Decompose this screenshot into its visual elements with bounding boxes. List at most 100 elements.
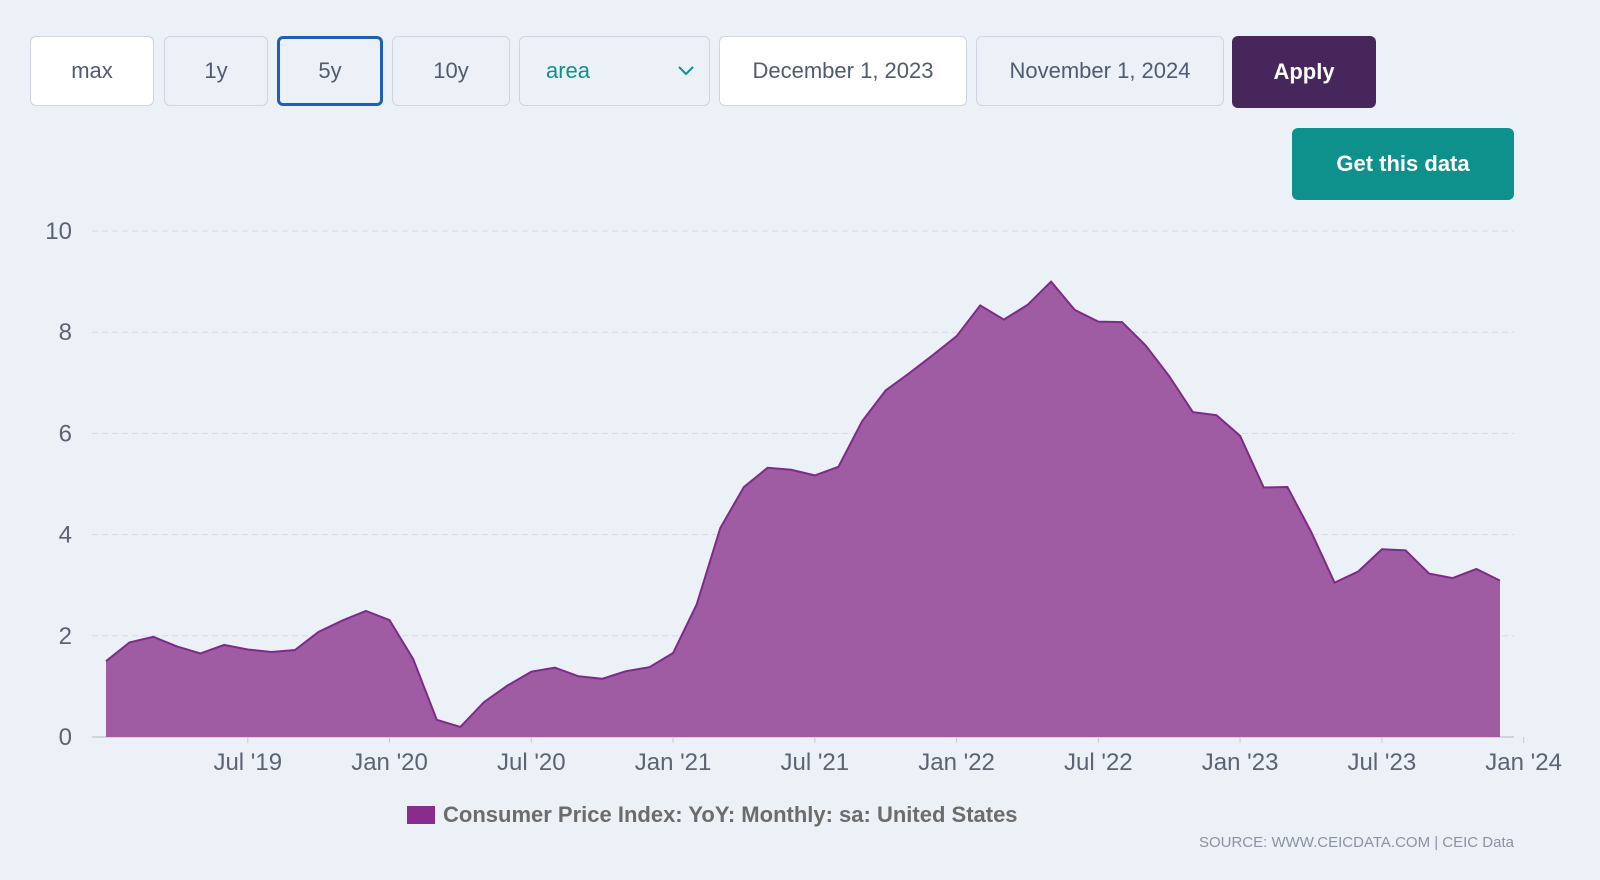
data-point bbox=[507, 685, 508, 686]
data-point bbox=[956, 336, 957, 337]
data-point bbox=[625, 671, 626, 672]
x-tick-label: Jan '20 bbox=[351, 749, 428, 776]
legend-label: Consumer Price Index: YoY: Monthly: sa: … bbox=[443, 802, 1018, 827]
data-point bbox=[153, 636, 154, 637]
range-button-max[interactable]: max bbox=[30, 36, 154, 106]
area-fill bbox=[106, 281, 1500, 737]
data-point bbox=[862, 421, 863, 422]
range-button-5y[interactable]: 5y bbox=[277, 36, 383, 106]
x-tick-label: Jul '21 bbox=[781, 749, 850, 776]
data-point bbox=[1122, 322, 1123, 323]
y-tick-label: 6 bbox=[59, 420, 72, 447]
data-point bbox=[106, 661, 107, 662]
data-point bbox=[1240, 435, 1241, 436]
data-point bbox=[909, 373, 910, 374]
data-point bbox=[814, 475, 815, 476]
data-point bbox=[885, 390, 886, 391]
data-point bbox=[1098, 321, 1099, 322]
data-point bbox=[791, 469, 792, 470]
data-point bbox=[176, 646, 177, 647]
data-point bbox=[1405, 550, 1406, 551]
data-point bbox=[1476, 569, 1477, 570]
end-date-input[interactable]: November 1, 2024 bbox=[976, 36, 1224, 106]
y-tick-label: 8 bbox=[59, 319, 72, 346]
start-date-value: December 1, 2023 bbox=[752, 58, 934, 83]
chart-type-select[interactable]: area bbox=[519, 36, 710, 106]
range-button-5y-label: 5y bbox=[318, 58, 342, 83]
x-tick-label: Jan '23 bbox=[1202, 749, 1279, 776]
data-point bbox=[1500, 580, 1501, 581]
end-date-value: November 1, 2024 bbox=[1009, 58, 1191, 83]
data-point bbox=[295, 650, 296, 651]
data-point bbox=[673, 653, 674, 654]
data-point bbox=[1003, 319, 1004, 320]
x-tick-label: Jul '22 bbox=[1064, 749, 1133, 776]
data-point bbox=[484, 702, 485, 703]
data-point bbox=[743, 487, 744, 488]
chevron-down-icon bbox=[678, 66, 694, 76]
data-point bbox=[838, 466, 839, 467]
get-this-data-button[interactable]: Get this data bbox=[1292, 128, 1514, 200]
data-point bbox=[1074, 309, 1075, 310]
data-point bbox=[1216, 415, 1217, 416]
data-point bbox=[1145, 345, 1146, 346]
data-point bbox=[602, 678, 603, 679]
x-tick-label: Jan '22 bbox=[918, 749, 995, 776]
get-this-data-label: Get this data bbox=[1336, 151, 1470, 176]
data-point bbox=[1287, 487, 1288, 488]
data-point bbox=[318, 631, 319, 632]
data-point bbox=[696, 604, 697, 605]
data-point bbox=[436, 719, 437, 720]
y-tick-label: 0 bbox=[59, 724, 72, 751]
x-tick-label: Jan '24 bbox=[1485, 749, 1562, 776]
data-point bbox=[129, 642, 130, 643]
range-button-max-label: max bbox=[71, 58, 113, 83]
range-button-1y-label: 1y bbox=[204, 58, 228, 83]
data-point bbox=[767, 467, 768, 468]
data-point bbox=[365, 611, 366, 612]
apply-button[interactable]: Apply bbox=[1232, 36, 1376, 108]
data-point bbox=[578, 676, 579, 677]
start-date-input[interactable]: December 1, 2023 bbox=[719, 36, 967, 106]
data-point bbox=[1429, 573, 1430, 574]
apply-button-label: Apply bbox=[1273, 59, 1335, 84]
x-tick-label: Jul '19 bbox=[213, 749, 282, 776]
data-point bbox=[1192, 412, 1193, 413]
data-point bbox=[1311, 531, 1312, 532]
data-point bbox=[389, 620, 390, 621]
y-tick-label: 10 bbox=[45, 218, 72, 245]
data-point bbox=[413, 659, 414, 660]
data-point bbox=[224, 644, 225, 645]
chart-legend[interactable]: Consumer Price Index: YoY: Monthly: sa: … bbox=[407, 802, 1018, 828]
range-button-10y-label: 10y bbox=[433, 58, 469, 83]
data-point bbox=[460, 726, 461, 727]
data-point bbox=[271, 652, 272, 653]
data-point bbox=[554, 667, 555, 668]
data-point bbox=[720, 528, 721, 529]
data-point bbox=[1381, 549, 1382, 550]
x-tick-label: Jul '23 bbox=[1348, 749, 1417, 776]
data-point bbox=[1334, 582, 1335, 583]
data-point bbox=[1452, 578, 1453, 579]
area-line bbox=[105, 280, 1501, 729]
data-point bbox=[200, 653, 201, 654]
data-point bbox=[531, 671, 532, 672]
data-point bbox=[342, 620, 343, 621]
range-button-10y[interactable]: 10y bbox=[392, 36, 510, 106]
y-tick-label: 4 bbox=[59, 522, 72, 549]
data-point bbox=[649, 667, 650, 668]
y-tick-label: 2 bbox=[59, 623, 72, 650]
x-tick-label: Jan '21 bbox=[635, 749, 712, 776]
legend-swatch bbox=[407, 806, 435, 824]
data-point bbox=[1051, 281, 1052, 282]
source-credit: SOURCE: WWW.CEICDATA.COM | CEIC Data bbox=[1198, 834, 1514, 851]
data-point bbox=[1358, 571, 1359, 572]
data-point bbox=[1263, 487, 1264, 488]
x-tick-label: Jul '20 bbox=[497, 749, 566, 776]
range-button-1y[interactable]: 1y bbox=[164, 36, 268, 106]
data-point bbox=[980, 305, 981, 306]
data-point bbox=[932, 355, 933, 356]
chart-type-select-value: area bbox=[546, 58, 591, 83]
data-point bbox=[1169, 376, 1170, 377]
